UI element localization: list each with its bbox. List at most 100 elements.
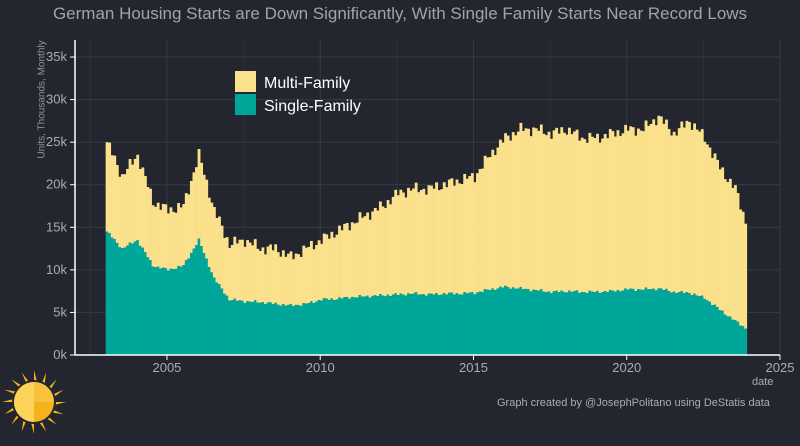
bar-single-family (205, 258, 209, 355)
bar-single-family (361, 296, 364, 355)
bar-single-family (223, 293, 227, 355)
bar-single-family (519, 286, 523, 355)
bar-single-family (353, 297, 357, 355)
bar-single-family (407, 293, 410, 355)
bar-multi-family (108, 142, 112, 234)
bar-single-family (292, 306, 295, 355)
bar-multi-family (126, 168, 129, 246)
bar-multi-family (394, 189, 398, 294)
sun-ray (11, 379, 21, 387)
bar-single-family (391, 294, 395, 355)
bar-multi-family (215, 218, 219, 283)
bar-multi-family (619, 135, 622, 292)
bar-multi-family (596, 133, 599, 291)
bar-multi-family (299, 256, 303, 306)
bar-multi-family (238, 239, 242, 301)
bar-multi-family (409, 190, 413, 295)
bar-single-family (440, 294, 444, 355)
bar-multi-family (708, 147, 712, 302)
bar-single-family (463, 292, 467, 355)
bar-single-family (731, 319, 735, 355)
bar-multi-family (588, 132, 592, 291)
x-tick-label: 2025 (766, 360, 795, 375)
bar-multi-family (504, 133, 507, 286)
bar-multi-family (672, 131, 676, 292)
bar-multi-family (384, 208, 387, 297)
bar-single-family (442, 293, 446, 355)
bar-multi-family (562, 132, 566, 292)
bar-single-family (470, 292, 474, 355)
bar-multi-family (601, 138, 605, 293)
x-tick-label: 2005 (152, 360, 181, 375)
bar-multi-family (537, 130, 541, 291)
bar-single-family (330, 298, 334, 355)
bar-multi-family (417, 192, 421, 295)
bar-multi-family (476, 173, 479, 293)
bar-multi-family (340, 230, 344, 299)
bar-multi-family (736, 193, 740, 322)
bar-single-family (419, 294, 423, 355)
bar-single-family (642, 289, 645, 355)
bar-single-family (708, 301, 712, 355)
bar-multi-family (368, 219, 372, 298)
bar-multi-family (634, 135, 638, 292)
bar-multi-family (680, 121, 684, 291)
bar-single-family (447, 292, 451, 355)
bar-single-family (567, 290, 571, 355)
y-tick-label: 20k (46, 177, 67, 192)
bar-single-family (744, 328, 748, 355)
bar-multi-family (258, 250, 262, 303)
bar-multi-family (307, 246, 311, 304)
bar-single-family (251, 302, 255, 355)
bar-multi-family (146, 187, 150, 258)
bar-multi-family (315, 245, 318, 302)
bar-single-family (315, 301, 318, 355)
bar-multi-family (281, 250, 285, 305)
bar-multi-family (212, 206, 216, 278)
bar-multi-family (580, 137, 584, 292)
bar-single-family (371, 295, 375, 355)
bar-multi-family (665, 119, 668, 289)
sun-ray (11, 415, 19, 425)
bar-single-family (169, 268, 173, 355)
bar-single-family (136, 240, 140, 355)
bar-single-family (368, 297, 372, 355)
bar-multi-family (422, 188, 426, 295)
bar-multi-family (723, 179, 727, 315)
bar-multi-family (445, 187, 449, 295)
bar-multi-family (241, 239, 244, 301)
bar-multi-family (501, 142, 505, 288)
bar-multi-family (606, 138, 610, 293)
bar-single-family (177, 265, 181, 355)
bar-single-family (580, 291, 584, 355)
sun-ray (39, 422, 47, 432)
bar-single-family (294, 304, 298, 355)
bar-multi-family (202, 174, 206, 254)
bar-multi-family (478, 168, 482, 292)
bar-single-family (381, 295, 385, 355)
bar-single-family (657, 288, 661, 355)
bar-single-family (601, 292, 605, 355)
bar-single-family (478, 291, 482, 355)
bar-multi-family (325, 234, 329, 299)
bar-single-family (233, 298, 237, 355)
bar-multi-family (442, 182, 446, 294)
bar-single-family (596, 290, 599, 355)
bar-multi-family (348, 230, 352, 299)
bar-single-family (143, 252, 147, 355)
bar-multi-family (506, 135, 510, 287)
bar-single-family (338, 297, 341, 355)
y-tick-label: 0k (53, 347, 67, 362)
bar-single-family (631, 288, 635, 355)
bar-single-family (603, 291, 607, 355)
bar-single-family (501, 287, 505, 355)
bar-multi-family (685, 120, 689, 293)
bar-single-family (578, 292, 582, 355)
bar-multi-family (682, 127, 686, 294)
bar-single-family (728, 316, 732, 355)
bar-multi-family (269, 244, 272, 303)
bar-single-family (284, 305, 288, 355)
bar-single-family (235, 300, 239, 355)
bar-single-family (511, 287, 515, 355)
legend-swatch-multi-family (235, 71, 256, 92)
